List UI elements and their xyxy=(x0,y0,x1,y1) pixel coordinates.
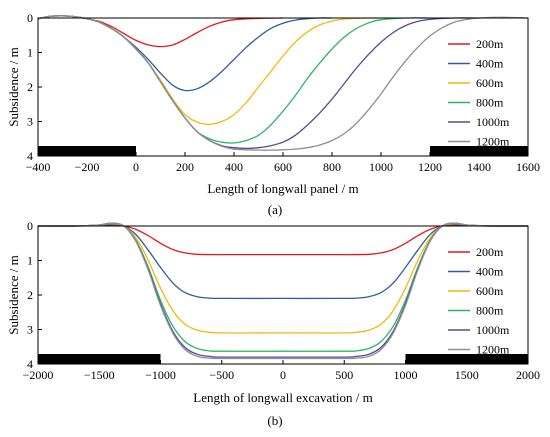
y-axis-label-a: Subsidence / m xyxy=(6,47,21,126)
legend-label: 400m xyxy=(476,265,504,279)
x-tick-label: 800 xyxy=(323,160,341,174)
y-ticks-b: 0 1 2 3 4 xyxy=(27,219,42,371)
series-line-1200m-a xyxy=(37,15,529,151)
legend-label: 200m xyxy=(476,37,504,51)
legend-b: 200m 400m 600m 800m 1000m 1200m xyxy=(448,245,510,357)
series-line-200m-b xyxy=(37,224,529,256)
legend-label: 800m xyxy=(476,304,504,318)
x-tick-label: 400 xyxy=(225,160,243,174)
y-tick-label: 3 xyxy=(27,115,33,129)
legend-label: 600m xyxy=(476,284,504,298)
x-tick-label: 200 xyxy=(176,160,194,174)
x-tick-label: 1600 xyxy=(516,160,540,174)
x-tick-label: −2000 xyxy=(23,368,54,382)
legend-label: 400m xyxy=(476,57,504,71)
y-tick-label: 0 xyxy=(27,219,33,233)
series-line-1200m-b xyxy=(37,222,529,360)
coal-pillar-left-b xyxy=(38,354,161,364)
series-line-600m-a xyxy=(37,15,382,125)
legend-label: 1200m xyxy=(476,343,510,357)
legend-label: 1000m xyxy=(476,115,510,129)
y-axis-label-b: Subsidence / m xyxy=(6,255,21,334)
y-tick-label: 0 xyxy=(27,11,33,25)
x-tick-label: −1000 xyxy=(145,368,176,382)
x-axis-label-a: Length of longwall panel / m xyxy=(207,181,358,196)
x-tick-label: 600 xyxy=(274,160,292,174)
x-tick-label: −500 xyxy=(209,368,234,382)
y-tick-label: 4 xyxy=(27,149,33,163)
chart-b: −2000 −1500 −1000 −500 0 500 1000 1500 2000 0 1 2 3… xyxy=(6,219,540,428)
y-tick-label: 2 xyxy=(27,80,33,94)
legend-label: 800m xyxy=(476,96,504,110)
x-tick-label: −200 xyxy=(75,160,100,174)
chart-a: −400 −200 0 200 400 600 800 1000 1200 1400 1600 0 1… xyxy=(6,11,540,217)
series-line-1000m-a xyxy=(37,15,480,150)
x-tick-label: 0 xyxy=(280,368,286,382)
y-tick-label: 2 xyxy=(27,288,33,302)
x-tick-label: 1200 xyxy=(418,160,442,174)
series-line-800m-a xyxy=(37,15,431,144)
x-tick-label: −1500 xyxy=(84,368,115,382)
pillar-layer-a xyxy=(38,146,528,156)
series-line-400m-b xyxy=(37,223,529,300)
legend-label: 200m xyxy=(476,245,504,259)
x-tick-label: 1000 xyxy=(394,368,418,382)
caption-b: (b) xyxy=(267,413,282,428)
y-tick-label: 1 xyxy=(27,254,33,268)
y-ticks-a: 0 1 2 3 4 xyxy=(27,11,42,163)
legend-label: 1000m xyxy=(476,323,510,337)
x-tick-label: 1400 xyxy=(467,160,491,174)
x-tick-label: 1500 xyxy=(455,368,479,382)
series-line-600m-b xyxy=(37,222,529,334)
plot-frame-b xyxy=(37,225,529,365)
coal-pillar-left-a xyxy=(38,146,136,156)
series-line-200m-a xyxy=(37,15,284,48)
x-tick-label: −400 xyxy=(26,160,51,174)
series-line-1000m-b xyxy=(37,222,529,358)
legend-label: 1200m xyxy=(476,135,510,149)
series-line-800m-b xyxy=(37,222,529,352)
caption-a: (a) xyxy=(268,202,282,217)
x-ticks-b: −2000 −1500 −1000 −500 0 500 1000 1500 2000 xyxy=(23,360,540,382)
series-line-400m-a xyxy=(37,15,333,92)
coal-pillar-right-a xyxy=(430,146,528,156)
x-tick-label: 500 xyxy=(335,368,353,382)
x-tick-label: 1000 xyxy=(369,160,393,174)
x-tick-label: 2000 xyxy=(516,368,540,382)
x-tick-label: 0 xyxy=(133,160,139,174)
y-tick-label: 1 xyxy=(27,46,33,60)
x-axis-label-b: Length of longwall excavation / m xyxy=(193,390,372,405)
pillar-layer-b xyxy=(38,354,528,364)
x-ticks-a: −400 −200 0 200 400 600 800 1000 1200 1400 1600 xyxy=(26,152,540,174)
series-layer-a xyxy=(37,15,529,151)
legend-a: 200m 400m 600m 800m 1000m 1200m xyxy=(448,37,510,149)
coal-pillar-right-b xyxy=(405,354,528,364)
legend-label: 600m xyxy=(476,76,504,90)
y-tick-label: 3 xyxy=(27,323,33,337)
y-tick-label: 4 xyxy=(27,357,33,371)
plot-frame-a xyxy=(37,17,529,157)
